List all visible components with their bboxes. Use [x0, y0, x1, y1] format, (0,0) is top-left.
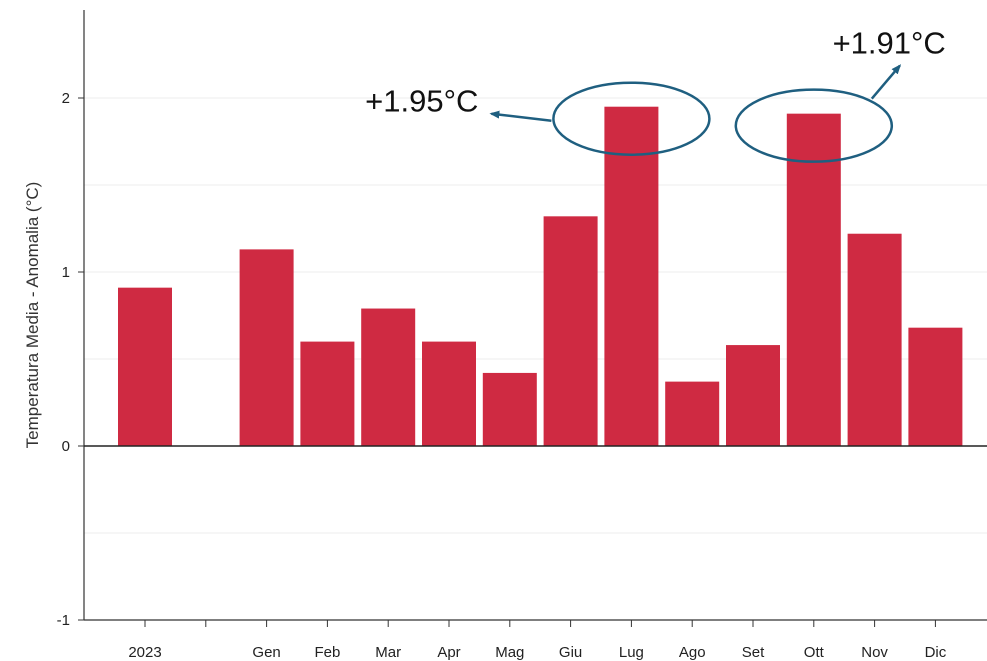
- bar-feb: [300, 341, 355, 446]
- x-tick-label: Lug: [619, 644, 644, 661]
- bar-mag: [482, 372, 537, 446]
- x-tick-label: Ago: [679, 644, 706, 661]
- annotation-arrow: [870, 64, 902, 100]
- x-tick-label: Nov: [861, 644, 888, 661]
- y-tick-label: 1: [62, 264, 70, 281]
- x-tick-label: Ott: [804, 644, 825, 661]
- bar-mar: [361, 308, 416, 446]
- bar-ago: [665, 381, 720, 446]
- x-tick-label: Gen: [252, 644, 280, 661]
- y-tick-label: 2: [62, 90, 70, 107]
- y-axis-label: Temperatura Media - Anomalia (°C): [23, 182, 42, 449]
- bars: [118, 106, 963, 446]
- y-tick-label: 0: [62, 438, 70, 455]
- x-tick-label: Mar: [375, 644, 401, 661]
- highlight-ellipse: [552, 81, 711, 156]
- bar-gen: [239, 249, 294, 446]
- x-tick-label: Dic: [925, 644, 947, 661]
- bar-giu: [543, 216, 598, 446]
- x-tick-label: Mag: [495, 644, 524, 661]
- x-tick-label: 2023: [128, 644, 161, 661]
- annotation-label: +1.91°C: [833, 26, 946, 61]
- highlight-ellipse: [734, 88, 894, 163]
- annotation-label: +1.95°C: [365, 84, 478, 119]
- x-tick-label: Set: [742, 644, 765, 661]
- bar-set: [726, 345, 780, 446]
- annotations: +1.95°C +1.91°C: [365, 26, 946, 163]
- annotation-arrow: [489, 110, 552, 122]
- y-axis-ticks: 2 1 0 -1: [57, 90, 84, 629]
- bar-2023: [118, 287, 172, 446]
- x-tick-label: Feb: [314, 644, 340, 661]
- bar-apr: [422, 341, 476, 446]
- bar-dic: [908, 327, 963, 446]
- x-tick-label: Giu: [559, 644, 582, 661]
- bar-lug: [604, 106, 659, 446]
- bar-nov: [847, 233, 902, 446]
- x-tick-label: Apr: [437, 644, 460, 661]
- x-axis-ticks: 2023 Gen Feb Mar Apr Mag Giu Lug Ago Set Ott Nov Dic: [128, 620, 947, 661]
- y-tick-label: -1: [57, 612, 70, 629]
- bar-ott: [786, 113, 841, 446]
